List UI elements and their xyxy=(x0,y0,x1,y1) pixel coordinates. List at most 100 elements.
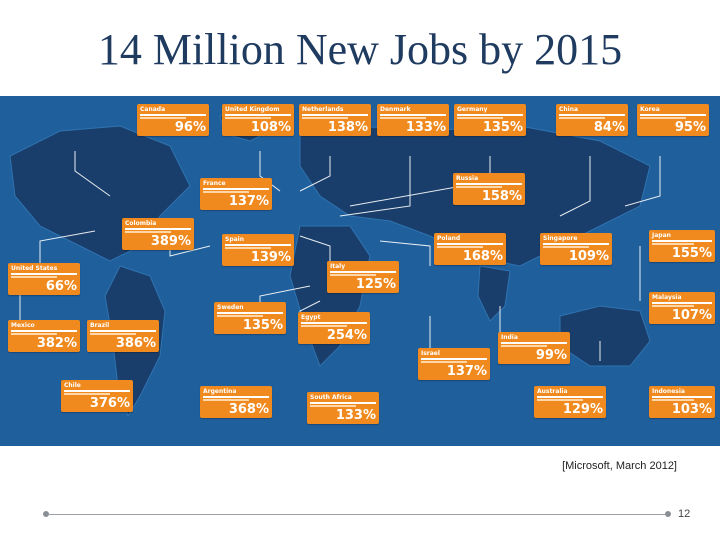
country-card-spain: Spain 139% xyxy=(222,234,294,266)
population-bar xyxy=(640,114,706,116)
growth-bar xyxy=(64,393,111,395)
population-bar xyxy=(437,243,503,245)
population-bar xyxy=(90,330,156,332)
growth-bar xyxy=(456,186,503,188)
growth-percentage: 108% xyxy=(250,120,291,135)
country-card-china: China 84% xyxy=(556,104,628,136)
country-card-malaysia: Malaysia 107% xyxy=(649,292,715,324)
country-name: Indonesia xyxy=(652,388,685,395)
population-bar xyxy=(457,114,523,116)
population-bar xyxy=(559,114,625,116)
population-bar xyxy=(652,396,712,398)
country-card-russia: Russia 158% xyxy=(453,173,525,205)
growth-bar xyxy=(203,399,250,401)
country-name: Colombia xyxy=(125,220,157,227)
growth-bar xyxy=(640,117,687,119)
population-bar xyxy=(11,330,77,332)
population-bar xyxy=(302,114,368,116)
growth-percentage: 107% xyxy=(671,308,712,323)
country-name: Argentina xyxy=(203,388,237,395)
footer-rule xyxy=(49,514,665,515)
country-name: Mexico xyxy=(11,322,35,329)
growth-bar xyxy=(140,117,187,119)
growth-percentage: 66% xyxy=(45,279,77,294)
country-name: United States xyxy=(11,265,58,272)
population-bar xyxy=(310,402,376,404)
country-name: South Africa xyxy=(310,394,352,401)
growth-percentage: 96% xyxy=(174,120,206,135)
country-name: Poland xyxy=(437,235,461,242)
country-name: Malaysia xyxy=(652,294,682,301)
country-name: Brazil xyxy=(90,322,110,329)
growth-bar xyxy=(11,333,58,335)
growth-bar xyxy=(543,246,590,248)
country-name: United Kingdom xyxy=(225,106,280,113)
population-bar xyxy=(652,302,712,304)
growth-bar xyxy=(652,305,694,307)
country-card-egypt: Egypt 254% xyxy=(298,312,370,344)
growth-percentage: 138% xyxy=(327,120,368,135)
country-name: Israel xyxy=(421,350,440,357)
country-name: France xyxy=(203,180,226,187)
country-name: Denmark xyxy=(380,106,411,113)
growth-percentage: 103% xyxy=(671,402,712,417)
population-bar xyxy=(330,271,396,273)
slide-title: 14 Million New Jobs by 2015 xyxy=(97,25,623,74)
growth-bar xyxy=(330,274,377,276)
country-card-india: India 99% xyxy=(498,332,570,364)
growth-percentage: 386% xyxy=(115,336,156,351)
page-number: 12 xyxy=(678,508,691,520)
growth-percentage: 368% xyxy=(228,402,269,417)
growth-percentage: 99% xyxy=(535,348,567,363)
country-name: Canada xyxy=(140,106,166,113)
growth-bar xyxy=(652,399,694,401)
growth-bar xyxy=(217,315,264,317)
growth-bar xyxy=(125,231,172,233)
country-card-germany: Germany 135% xyxy=(454,104,526,136)
growth-bar xyxy=(421,361,468,363)
growth-bar xyxy=(559,117,606,119)
population-bar xyxy=(203,396,269,398)
country-card-australia: Australia 129% xyxy=(534,386,606,418)
country-name: Italy xyxy=(330,263,346,270)
country-card-singapore: Singapore 109% xyxy=(540,233,612,265)
growth-bar xyxy=(537,399,584,401)
growth-bar xyxy=(203,191,250,193)
country-name: Singapore xyxy=(543,235,578,242)
country-card-mexico: Mexico 382% xyxy=(8,320,80,352)
country-name: Korea xyxy=(640,106,660,113)
country-name: Sweden xyxy=(217,304,244,311)
growth-bar xyxy=(652,243,694,245)
population-bar xyxy=(456,183,522,185)
growth-percentage: 129% xyxy=(562,402,603,417)
country-name: China xyxy=(559,106,579,113)
growth-bar xyxy=(225,117,272,119)
country-card-chile: Chile 376% xyxy=(61,380,133,412)
growth-percentage: 139% xyxy=(250,250,291,265)
population-bar xyxy=(501,342,567,344)
population-bar xyxy=(203,188,269,190)
growth-percentage: 376% xyxy=(89,396,130,411)
growth-percentage: 125% xyxy=(355,277,396,292)
growth-bar xyxy=(90,333,137,335)
country-card-brazil: Brazil 386% xyxy=(87,320,159,352)
growth-percentage: 135% xyxy=(482,120,523,135)
growth-percentage: 389% xyxy=(150,234,191,249)
country-card-colombia: Colombia 389% xyxy=(122,218,194,250)
country-card-indonesia: Indonesia 103% xyxy=(649,386,715,418)
growth-percentage: 168% xyxy=(462,249,503,264)
growth-percentage: 158% xyxy=(481,189,522,204)
population-bar xyxy=(140,114,206,116)
population-bar xyxy=(64,390,130,392)
growth-percentage: 109% xyxy=(568,249,609,264)
growth-bar xyxy=(11,276,58,278)
footer-right-dot xyxy=(665,511,671,517)
country-card-denmark: Denmark 133% xyxy=(377,104,449,136)
country-name: Netherlands xyxy=(302,106,344,113)
growth-percentage: 137% xyxy=(228,194,269,209)
growth-percentage: 84% xyxy=(593,120,625,135)
country-card-japan: Japan 155% xyxy=(649,230,715,262)
growth-bar xyxy=(437,246,484,248)
footer-left-dot xyxy=(43,511,49,517)
country-name: India xyxy=(501,334,518,341)
